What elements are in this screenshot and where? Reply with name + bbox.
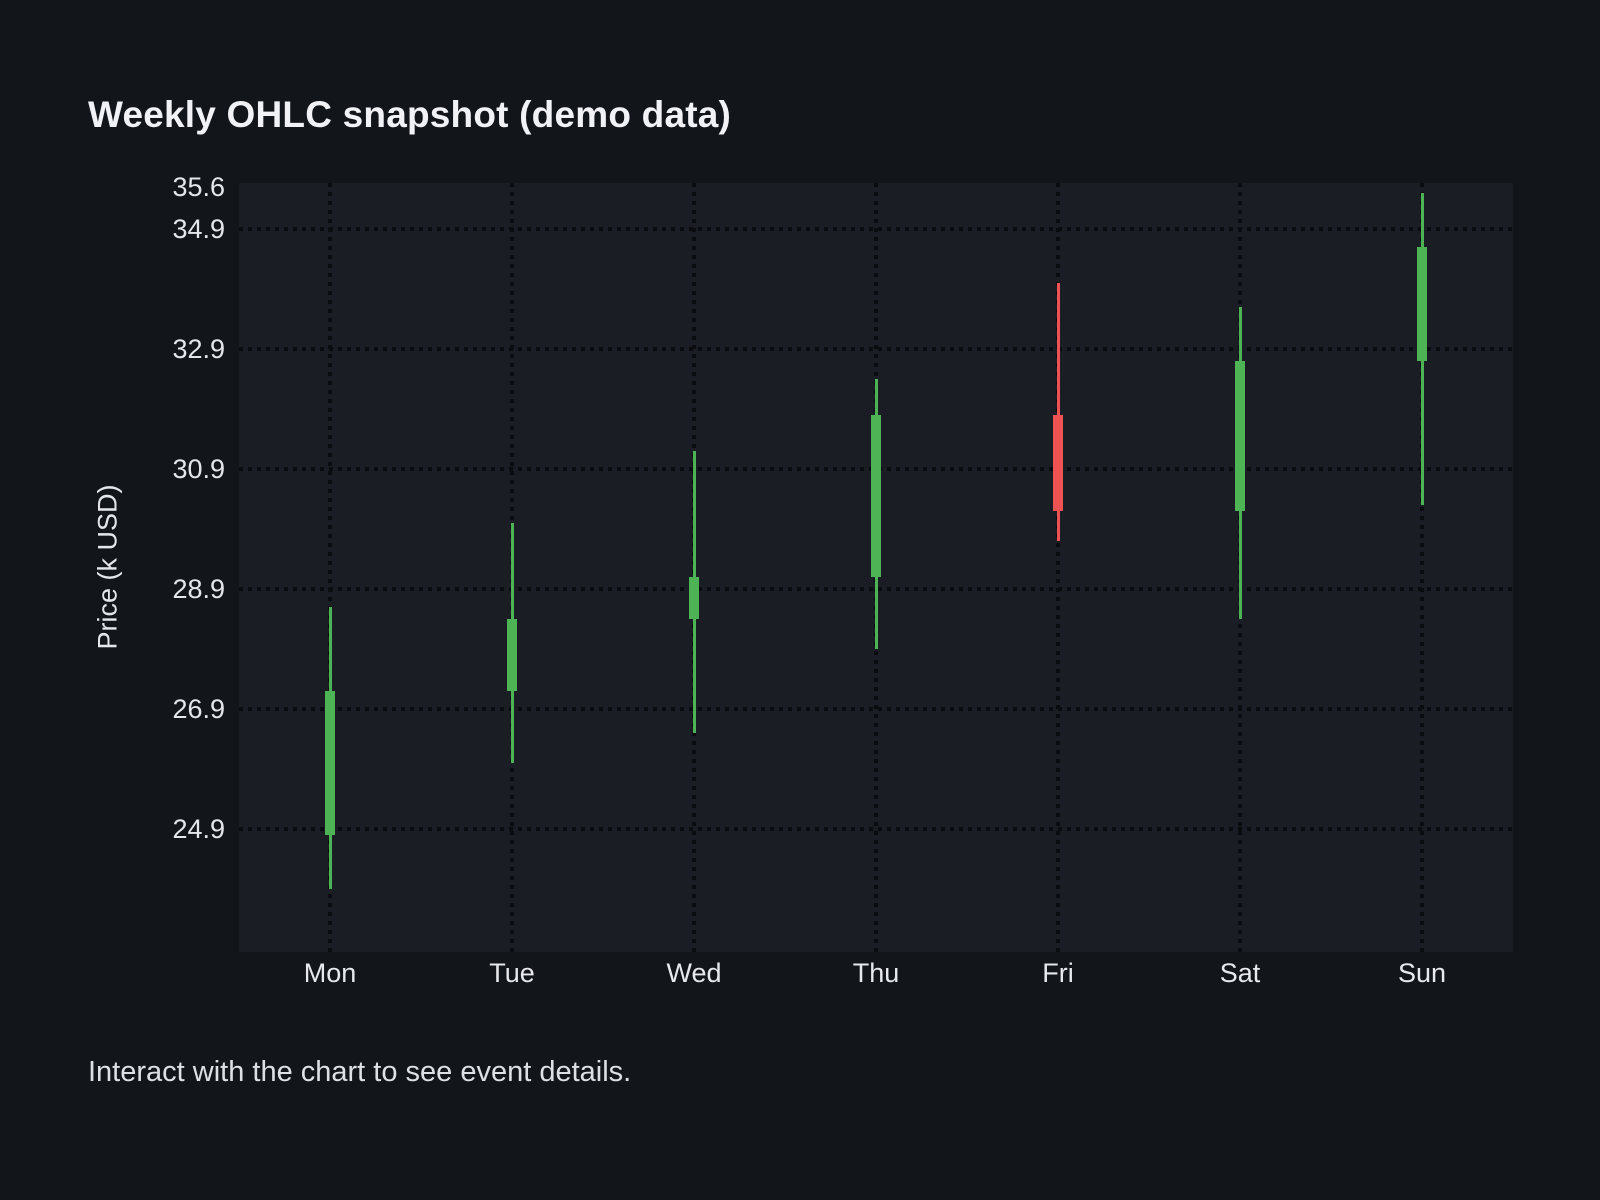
candle-thu[interactable] bbox=[239, 183, 1513, 952]
y-tick-label: 30.9 bbox=[172, 454, 225, 485]
x-tick-label: Thu bbox=[852, 958, 900, 988]
x-gridline bbox=[1420, 183, 1424, 952]
candle-body bbox=[871, 415, 881, 578]
x-tick-label: Mon bbox=[303, 958, 357, 988]
candle-wed[interactable] bbox=[239, 183, 1513, 952]
candle-body bbox=[1235, 361, 1245, 512]
y-axis-title: Price (k USD) bbox=[92, 484, 123, 650]
candle-tue[interactable] bbox=[239, 183, 1513, 952]
chart-title: Weekly OHLC snapshot (demo data) bbox=[88, 94, 732, 135]
x-tick-label: Tue bbox=[489, 958, 535, 988]
x-gridline bbox=[328, 183, 332, 952]
x-tick-label: Sun bbox=[1397, 958, 1447, 988]
y-tick-label: 32.9 bbox=[172, 334, 225, 365]
candlestick-plot-area[interactable] bbox=[239, 183, 1513, 952]
candle-body bbox=[1417, 247, 1427, 362]
candle-sat[interactable] bbox=[239, 183, 1513, 952]
footer-note: Interact with the chart to see event det… bbox=[88, 1056, 632, 1088]
candle-body bbox=[507, 619, 517, 692]
y-tick-label: 34.9 bbox=[172, 214, 225, 245]
candle-body bbox=[1053, 415, 1063, 512]
y-tick-label: 28.9 bbox=[172, 574, 225, 605]
y-tick-label: 26.9 bbox=[172, 694, 225, 725]
candle-mon[interactable] bbox=[239, 183, 1513, 952]
candle-wick bbox=[1056, 283, 1060, 542]
x-tick-label: Fri bbox=[1042, 958, 1074, 988]
candle-body bbox=[689, 577, 699, 620]
candle-body bbox=[325, 691, 335, 836]
x-tick-label: Sat bbox=[1219, 958, 1261, 988]
candle-sun[interactable] bbox=[239, 183, 1513, 952]
y-tick-label: 35.6 bbox=[172, 172, 225, 203]
x-tick-label: Wed bbox=[666, 958, 722, 988]
candle-fri[interactable] bbox=[239, 183, 1513, 952]
y-tick-label: 24.9 bbox=[172, 814, 225, 845]
x-gridline bbox=[1056, 183, 1060, 952]
